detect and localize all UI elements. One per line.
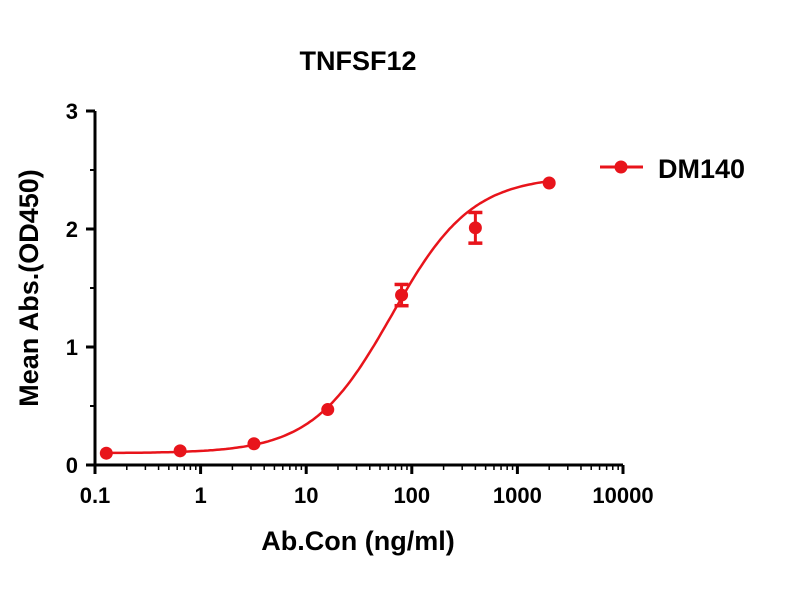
x-tick-label: 0.1 — [80, 483, 111, 508]
x-tick-label: 1 — [194, 483, 206, 508]
data-point — [395, 288, 409, 302]
data-point — [247, 437, 261, 451]
x-axis-label: Ab.Con (ng/ml) — [261, 526, 454, 556]
y-axis-label: Mean Abs.(OD450) — [14, 169, 44, 407]
y-tick-label: 0 — [66, 453, 78, 478]
data-point — [468, 221, 482, 235]
legend-marker — [614, 160, 628, 174]
data-point — [542, 176, 556, 190]
data-point — [173, 444, 187, 458]
data-point — [321, 403, 335, 417]
data-point — [99, 446, 113, 460]
x-tick-label: 100 — [393, 483, 430, 508]
legend: DM140 — [600, 154, 745, 184]
x-tick-label: 10000 — [592, 483, 653, 508]
x-tick-label: 10 — [294, 483, 318, 508]
x-tick-label: 1000 — [493, 483, 542, 508]
y-tick-label: 3 — [66, 99, 78, 124]
chart-title: TNFSF12 — [299, 46, 416, 76]
legend-label: DM140 — [658, 154, 745, 184]
y-tick-label: 1 — [66, 335, 78, 360]
y-tick-label: 2 — [66, 217, 78, 242]
